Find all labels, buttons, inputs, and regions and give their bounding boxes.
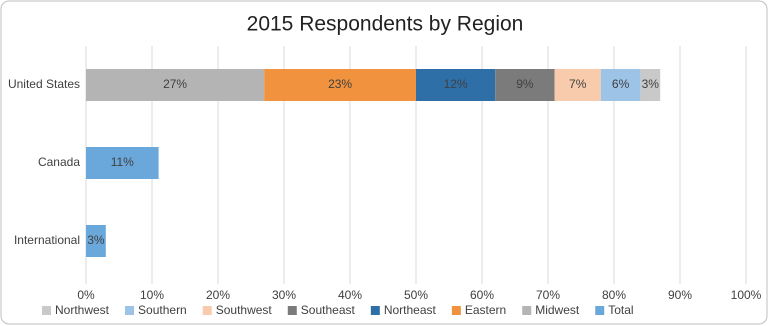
bar-segment	[640, 69, 661, 101]
data-label: 23%	[328, 77, 352, 91]
x-tick-label: 70%	[536, 288, 560, 302]
legend-swatch	[595, 306, 605, 315]
y-tick-label: International	[14, 233, 80, 247]
legend-label: Southeast	[301, 303, 356, 317]
x-tick-label: 30%	[272, 288, 296, 302]
bar-segment	[495, 69, 555, 101]
x-tick-label: 100%	[731, 288, 762, 302]
bar-segment	[416, 69, 496, 101]
data-label: 3%	[642, 77, 660, 91]
legend-label: Southern	[138, 303, 187, 317]
legend-swatch	[370, 306, 380, 315]
legend-swatch	[451, 306, 461, 315]
legend-swatch	[522, 306, 532, 315]
data-label: 11%	[111, 155, 134, 169]
chart-title: 2015 Respondents by Region	[247, 13, 524, 36]
bar-segment	[86, 69, 265, 101]
data-label: 12%	[444, 77, 468, 91]
bar-segment	[86, 147, 159, 179]
x-tick-label: 10%	[140, 288, 164, 302]
legend-label: Southwest	[216, 303, 273, 317]
x-tick-label: 20%	[206, 288, 230, 302]
x-tick-label: 0%	[77, 288, 95, 302]
bar-segment	[554, 69, 601, 101]
legend-label: Eastern	[465, 303, 506, 317]
data-label: 9%	[516, 77, 534, 91]
data-label: 3%	[87, 233, 105, 247]
x-tick-label: 40%	[338, 288, 362, 302]
legend-label: Total	[608, 303, 633, 317]
legend-label: Northwest	[55, 303, 110, 317]
y-tick-label: Canada	[38, 155, 80, 169]
legend-swatch	[125, 306, 135, 315]
x-tick-label: 90%	[668, 288, 692, 302]
legend-label: Northeast	[384, 303, 437, 317]
data-label: 27%	[163, 77, 187, 91]
legend-swatch	[287, 306, 297, 315]
y-tick-label: United States	[8, 77, 80, 91]
x-tick-label: 80%	[602, 288, 626, 302]
bar-segment	[86, 225, 106, 257]
bar-segment	[600, 69, 641, 101]
data-label: 6%	[612, 77, 630, 91]
bar-segment	[264, 69, 416, 101]
legend-label: Midwest	[535, 303, 580, 317]
x-tick-label: 50%	[404, 288, 428, 302]
legend-swatch	[202, 306, 212, 315]
x-tick-label: 60%	[470, 288, 494, 302]
legend-swatch	[42, 306, 51, 315]
data-label: 7%	[569, 77, 587, 91]
